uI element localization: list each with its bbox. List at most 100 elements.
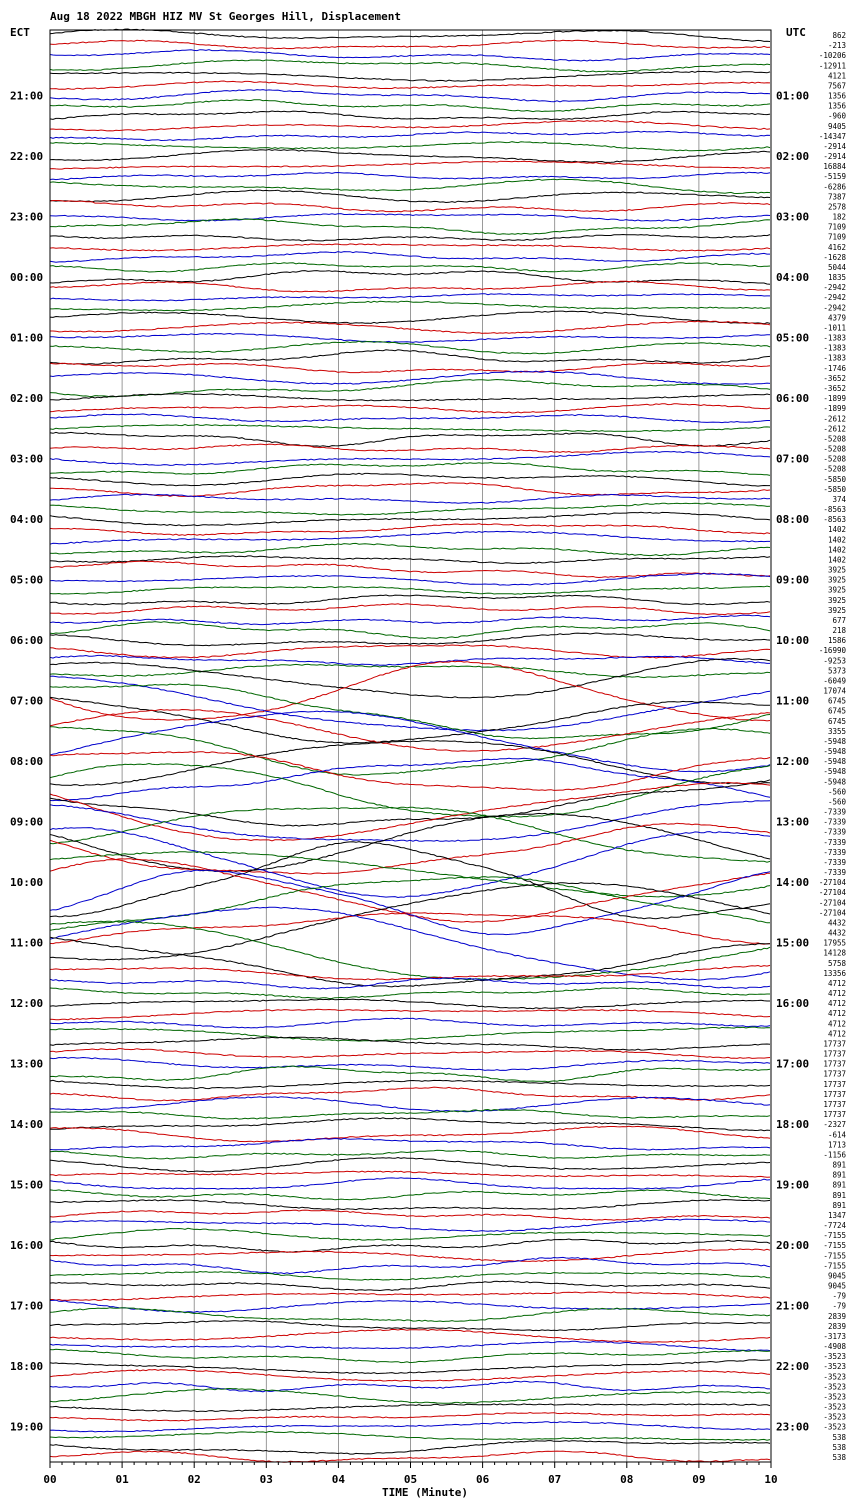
trace-offset-label: 4432 bbox=[828, 929, 846, 938]
trace-offset-label: 17737 bbox=[823, 1080, 846, 1089]
left-hour-label: 15:00 bbox=[10, 1179, 43, 1192]
trace-row-78 bbox=[49, 781, 771, 842]
trace-offset-label: -7339 bbox=[823, 838, 846, 847]
trace-row-85 bbox=[49, 841, 771, 920]
trace-offset-label: -3523 bbox=[823, 1392, 846, 1401]
trace-offset-label: -7155 bbox=[823, 1231, 846, 1240]
right-hour-label: 23:00 bbox=[776, 1421, 809, 1434]
left-hour-label: 19:00 bbox=[10, 1421, 43, 1434]
trace-offset-label: 6745 bbox=[828, 707, 846, 716]
right-hour-label: 17:00 bbox=[776, 1058, 809, 1071]
trace-row-90 bbox=[49, 912, 771, 945]
left-hour-label: 22:00 bbox=[10, 150, 43, 163]
trace-offset-label: -27104 bbox=[819, 908, 847, 917]
trace-row-54 bbox=[49, 560, 771, 579]
trace-offset-label: -960 bbox=[828, 112, 847, 121]
left-hour-label: 11:00 bbox=[10, 937, 43, 950]
trace-row-117 bbox=[49, 1198, 771, 1211]
trace-offset-label: -2612 bbox=[823, 424, 846, 433]
trace-row-83 bbox=[49, 827, 771, 899]
trace-row-94 bbox=[49, 964, 771, 981]
trace-row-65 bbox=[49, 657, 771, 699]
trace-offset-label: -7339 bbox=[823, 808, 846, 817]
x-tick-label-04: 04 bbox=[332, 1473, 346, 1486]
right-hour-label: 19:00 bbox=[776, 1179, 809, 1192]
trace-row-86 bbox=[49, 858, 770, 923]
trace-offset-label: 4432 bbox=[828, 918, 846, 927]
trace-row-25 bbox=[49, 270, 771, 285]
trace-row-110 bbox=[49, 1125, 771, 1143]
trace-row-77 bbox=[49, 779, 771, 827]
right-hour-label: 08:00 bbox=[776, 513, 809, 526]
trace-offset-label: -3173 bbox=[823, 1332, 846, 1341]
trace-row-13 bbox=[49, 148, 771, 163]
trace-row-43 bbox=[49, 450, 771, 466]
trace-offset-label: -27104 bbox=[819, 888, 847, 897]
trace-offset-label: -79 bbox=[832, 1302, 846, 1311]
x-axis-label: TIME (Minute) bbox=[382, 1486, 468, 1499]
trace-row-141 bbox=[49, 1440, 771, 1455]
right-hour-label: 09:00 bbox=[776, 574, 809, 587]
trace-row-140 bbox=[49, 1430, 771, 1441]
right-hour-label: 03:00 bbox=[776, 211, 809, 224]
trace-row-6 bbox=[50, 80, 771, 90]
trace-row-95 bbox=[49, 977, 771, 990]
trace-row-79 bbox=[49, 800, 771, 842]
left-hour-label: 12:00 bbox=[10, 997, 43, 1010]
trace-row-123 bbox=[49, 1256, 771, 1275]
trace-offset-label: 538 bbox=[832, 1453, 846, 1462]
trace-row-29 bbox=[49, 310, 771, 325]
trace-row-129 bbox=[49, 1320, 771, 1332]
trace-offset-label: 7109 bbox=[828, 233, 846, 242]
trace-offset-label: 9045 bbox=[828, 1271, 846, 1280]
trace-offset-label: 17737 bbox=[823, 1110, 846, 1119]
trace-row-74 bbox=[49, 751, 771, 791]
trace-row-48 bbox=[49, 502, 771, 516]
trace-offset-label: 16884 bbox=[823, 162, 846, 171]
right-hour-label: 04:00 bbox=[776, 271, 809, 284]
trace-row-59 bbox=[49, 614, 771, 626]
trace-offset-label: -7155 bbox=[823, 1241, 846, 1250]
trace-offset-label: 4712 bbox=[828, 999, 846, 1008]
trace-offset-label: 5044 bbox=[828, 263, 847, 272]
trace-offset-label: 4121 bbox=[828, 71, 846, 80]
left-hour-label: 16:00 bbox=[10, 1239, 43, 1252]
right-hour-label: 21:00 bbox=[776, 1300, 809, 1313]
trace-offset-label: 3925 bbox=[828, 596, 846, 605]
trace-offset-label: -2327 bbox=[823, 1120, 846, 1129]
trace-offset-label: -27104 bbox=[819, 878, 847, 887]
trace-row-26 bbox=[49, 280, 771, 293]
trace-offset-label: -1628 bbox=[823, 253, 846, 262]
trace-offset-label: -6049 bbox=[823, 676, 846, 685]
trace-row-125 bbox=[49, 1280, 771, 1292]
trace-offset-label: -5948 bbox=[823, 757, 846, 766]
trace-offset-label: -5948 bbox=[823, 767, 846, 776]
trace-offset-label: 17737 bbox=[823, 1039, 846, 1048]
left-hour-label: 06:00 bbox=[10, 634, 43, 647]
trace-row-50 bbox=[49, 523, 771, 536]
x-tick-label-06: 06 bbox=[476, 1473, 490, 1486]
left-hour-label: 21:00 bbox=[10, 90, 43, 103]
trace-row-34 bbox=[49, 362, 771, 374]
trace-offset-label: 13356 bbox=[823, 969, 846, 978]
trace-row-97 bbox=[49, 998, 770, 1010]
trace-offset-label: -7339 bbox=[823, 868, 846, 877]
trace-offset-label: 5758 bbox=[828, 959, 847, 968]
trace-row-121 bbox=[49, 1238, 771, 1253]
trace-offset-label: -2914 bbox=[823, 152, 846, 161]
trace-offset-label: -3523 bbox=[823, 1423, 846, 1432]
right-hour-label: 15:00 bbox=[776, 937, 809, 950]
trace-row-31 bbox=[49, 332, 771, 343]
trace-row-137 bbox=[49, 1403, 771, 1413]
trace-offset-label: -5850 bbox=[823, 475, 846, 484]
trace-offset-label: -7155 bbox=[823, 1261, 846, 1270]
trace-offset-label: -1899 bbox=[823, 394, 846, 403]
trace-row-3 bbox=[49, 49, 771, 62]
trace-offset-label: 4712 bbox=[828, 979, 846, 988]
trace-row-23 bbox=[49, 251, 770, 263]
trace-offset-label: 1402 bbox=[828, 525, 846, 534]
trace-offset-label: -213 bbox=[828, 41, 846, 50]
x-tick-label-07: 07 bbox=[548, 1473, 561, 1486]
x-tick-label-01: 01 bbox=[115, 1473, 129, 1486]
trace-row-133 bbox=[49, 1359, 771, 1375]
